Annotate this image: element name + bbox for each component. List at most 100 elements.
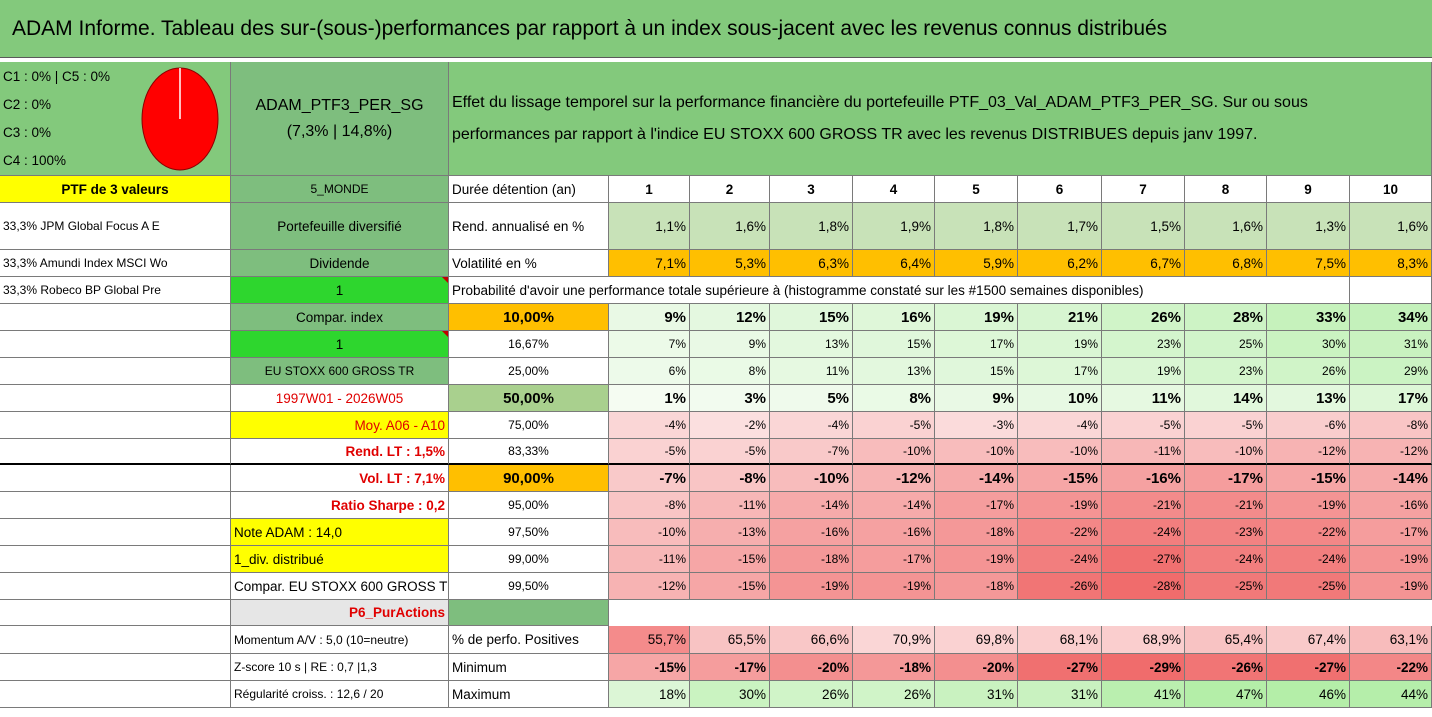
prob-value: -12% — [609, 573, 690, 600]
prob-value: -18% — [770, 546, 853, 573]
prob-value: -17% — [1350, 519, 1432, 546]
flag-one-a: 1 — [231, 277, 449, 304]
prob-value: -10% — [935, 439, 1018, 465]
prob-value: 17% — [935, 331, 1018, 358]
prob-value: -23% — [1185, 519, 1267, 546]
prob-value: -27% — [1102, 546, 1185, 573]
empty-cell — [0, 654, 231, 681]
year-header: 2 — [690, 176, 770, 203]
prob-value: -19% — [935, 546, 1018, 573]
prob-value: -22% — [1267, 519, 1350, 546]
prob-value: 19% — [1018, 331, 1102, 358]
prob-value: 9% — [609, 304, 690, 331]
year-header: 6 — [1018, 176, 1102, 203]
rend-value: 1,8% — [935, 203, 1018, 250]
rend-label: Rend. annualisé en % — [449, 203, 609, 250]
year-header: 3 — [770, 176, 853, 203]
prob-level: 99,00% — [449, 546, 609, 573]
prob-level: 99,50% — [449, 573, 609, 600]
pos-value: 68,1% — [1018, 626, 1102, 654]
prob-value: -15% — [690, 573, 770, 600]
prob-value: -6% — [1267, 412, 1350, 439]
prob-value: 23% — [1185, 358, 1267, 385]
prob-value: -24% — [1267, 546, 1350, 573]
class-c4: C4 : 100% — [3, 153, 67, 169]
prob-value: -24% — [1102, 519, 1185, 546]
rend-value: 1,6% — [1350, 203, 1432, 250]
vol-value: 6,4% — [853, 250, 935, 277]
prob-value: 30% — [1267, 331, 1350, 358]
compar-index-cell: Compar. index — [231, 304, 449, 331]
empty-cell — [0, 439, 231, 465]
prob-value: 15% — [853, 331, 935, 358]
year-header: 7 — [1102, 176, 1185, 203]
empty-cell — [0, 385, 231, 412]
prob-level: 16,67% — [449, 331, 609, 358]
prob-value: -12% — [853, 465, 935, 492]
prob-value: -10% — [1018, 439, 1102, 465]
prob-value: -13% — [690, 519, 770, 546]
holding-item: 33,3% Amundi Index MSCI Wo — [0, 250, 231, 277]
compar-full-cell: Compar. EU STOXX 600 GROSS TR — [231, 573, 449, 600]
prob-value: 6% — [609, 358, 690, 385]
prob-value: -25% — [1267, 573, 1350, 600]
pos-value: 65,4% — [1185, 626, 1267, 654]
prob-value: 1% — [609, 385, 690, 412]
momentum-cell: Momentum A/V : 5,0 (10=neutre) — [231, 626, 449, 654]
prob-value: 14% — [1185, 385, 1267, 412]
vol-value: 7,1% — [609, 250, 690, 277]
year-header: 1 — [609, 176, 690, 203]
prob-value: -4% — [609, 412, 690, 439]
prob-level: 83,33% — [449, 439, 609, 465]
prob-value: -11% — [609, 546, 690, 573]
empty-cell — [0, 519, 231, 546]
prob-value: 15% — [770, 304, 853, 331]
empty-cell — [0, 492, 231, 519]
vol-lt-cell: Vol. LT : 7,1% — [231, 465, 449, 492]
year-header: 5 — [935, 176, 1018, 203]
portfolio-name-cell: ADAM_PTF3_PER_SG (7,3% | 14,8%) — [231, 62, 449, 176]
rend-value: 1,1% — [609, 203, 690, 250]
max-value: 26% — [853, 681, 935, 708]
prob-value: 15% — [935, 358, 1018, 385]
prob-value: 17% — [1350, 385, 1432, 412]
prob-value: -8% — [609, 492, 690, 519]
pos-value: 63,1% — [1350, 626, 1432, 654]
prob-value: 19% — [1102, 358, 1185, 385]
vol-value: 5,9% — [935, 250, 1018, 277]
prob-value: -17% — [853, 546, 935, 573]
min-value: -20% — [935, 654, 1018, 681]
year-header: 9 — [1267, 176, 1350, 203]
prob-value: -16% — [770, 519, 853, 546]
min-value: -22% — [1350, 654, 1432, 681]
max-value: 47% — [1185, 681, 1267, 708]
prob-level: 50,00% — [449, 385, 609, 412]
holding-item: 33,3% Robeco BP Global Pre — [0, 277, 231, 304]
prob-value: 13% — [1267, 385, 1350, 412]
description-line-2: performances par rapport à l'indice EU S… — [452, 125, 1258, 143]
prob-value: 13% — [770, 331, 853, 358]
prob-value: -16% — [1350, 492, 1432, 519]
empty-cell — [0, 331, 231, 358]
pos-label: % de perfo. Positives — [449, 626, 609, 654]
prob-value: -10% — [1185, 439, 1267, 465]
min-value: -15% — [609, 654, 690, 681]
prob-value: 11% — [770, 358, 853, 385]
prob-value: 7% — [609, 331, 690, 358]
portfolio-stats: (7,3% | 14,8%) — [286, 122, 393, 140]
duree-label: Durée détention (an) — [449, 176, 609, 203]
rend-value: 1,8% — [770, 203, 853, 250]
prob-value: 3% — [690, 385, 770, 412]
prob-value: -7% — [609, 465, 690, 492]
prob-value: 34% — [1350, 304, 1432, 331]
prob-value: -19% — [1267, 492, 1350, 519]
prob-value: 26% — [1102, 304, 1185, 331]
vol-label: Volatilité en % — [449, 250, 609, 277]
min-value: -20% — [770, 654, 853, 681]
min-label: Minimum — [449, 654, 609, 681]
prob-value: -12% — [1267, 439, 1350, 465]
vol-value: 7,5% — [1267, 250, 1350, 277]
min-value: -27% — [1267, 654, 1350, 681]
pos-value: 68,9% — [1102, 626, 1185, 654]
min-value: -17% — [690, 654, 770, 681]
